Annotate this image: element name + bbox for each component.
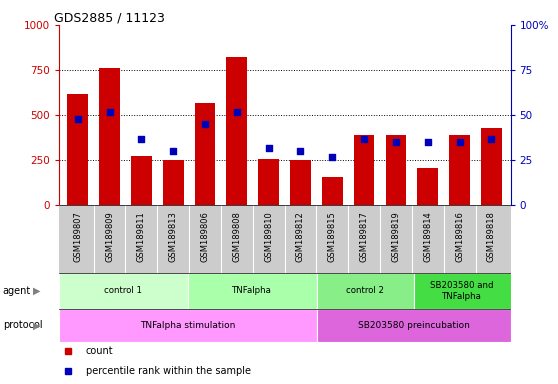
- Point: [392, 139, 401, 145]
- Text: GSM189817: GSM189817: [360, 211, 369, 262]
- Text: SB203580 and
TNFalpha: SB203580 and TNFalpha: [430, 281, 494, 301]
- Point: [455, 139, 464, 145]
- Text: GSM189819: GSM189819: [392, 211, 401, 262]
- Text: GSM189811: GSM189811: [137, 211, 146, 262]
- Text: GSM189809: GSM189809: [105, 211, 114, 262]
- Point: [296, 148, 305, 154]
- Bar: [163, 161, 184, 205]
- Point: [200, 121, 209, 127]
- Bar: [413, 273, 511, 309]
- Text: ▶: ▶: [32, 320, 40, 331]
- Point: [424, 139, 432, 145]
- Text: TNFalpha stimulation: TNFalpha stimulation: [140, 321, 235, 330]
- Point: [232, 109, 241, 115]
- Point: [487, 136, 496, 142]
- Text: protocol: protocol: [3, 320, 42, 331]
- Text: GDS2885 / 11123: GDS2885 / 11123: [54, 12, 165, 25]
- Bar: [354, 135, 374, 205]
- Bar: [290, 161, 311, 205]
- Bar: [131, 156, 152, 205]
- Point: [105, 109, 114, 115]
- Bar: [68, 94, 88, 205]
- Bar: [417, 167, 438, 205]
- Text: GSM189818: GSM189818: [487, 211, 496, 262]
- Text: GSM189815: GSM189815: [328, 211, 337, 262]
- Point: [73, 116, 82, 122]
- Text: GSM189807: GSM189807: [73, 211, 82, 262]
- Text: GSM189814: GSM189814: [424, 211, 432, 262]
- Bar: [195, 103, 215, 205]
- Text: control 2: control 2: [347, 286, 384, 295]
- Text: SB203580 preincubation: SB203580 preincubation: [358, 321, 470, 330]
- Bar: [317, 309, 511, 342]
- Bar: [481, 128, 502, 205]
- Text: count: count: [86, 346, 113, 356]
- Point: [137, 136, 146, 142]
- Text: GSM189808: GSM189808: [232, 211, 242, 262]
- Text: ▶: ▶: [32, 286, 40, 296]
- Bar: [59, 273, 187, 309]
- Point: [169, 148, 177, 154]
- Point: [360, 136, 369, 142]
- Text: percentile rank within the sample: percentile rank within the sample: [86, 366, 251, 376]
- Text: agent: agent: [3, 286, 31, 296]
- Text: GSM189812: GSM189812: [296, 211, 305, 262]
- Bar: [59, 309, 317, 342]
- Bar: [99, 68, 120, 205]
- Bar: [317, 273, 413, 309]
- Text: GSM189813: GSM189813: [169, 211, 177, 262]
- Point: [328, 154, 337, 160]
- Bar: [449, 135, 470, 205]
- Bar: [322, 177, 343, 205]
- Text: control 1: control 1: [104, 286, 142, 295]
- Bar: [227, 58, 247, 205]
- Bar: [258, 159, 279, 205]
- Text: GSM189816: GSM189816: [455, 211, 464, 262]
- Point: [264, 145, 273, 151]
- Text: GSM189806: GSM189806: [200, 211, 209, 262]
- Text: TNFalpha: TNFalpha: [232, 286, 272, 295]
- Bar: [187, 273, 317, 309]
- Bar: [386, 135, 406, 205]
- Text: GSM189810: GSM189810: [264, 211, 273, 262]
